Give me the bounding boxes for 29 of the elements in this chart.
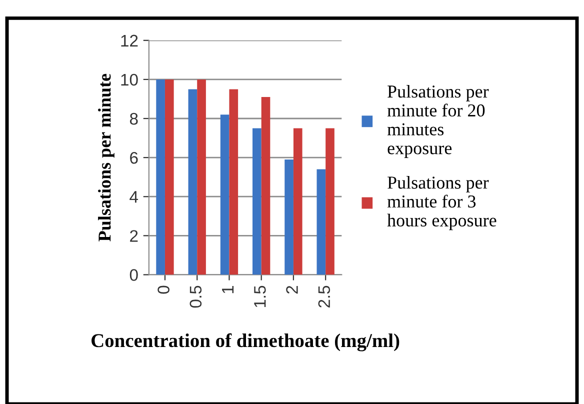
y-tick-label: 6 xyxy=(130,152,138,164)
bar xyxy=(326,128,334,275)
y-tick-label: 10 xyxy=(121,74,138,86)
bar xyxy=(164,79,174,275)
bar xyxy=(293,128,302,275)
x-tick-label: 1.5 xyxy=(254,286,266,308)
x-tick-label: 2 xyxy=(286,286,298,294)
y-tick-label: 2 xyxy=(130,230,138,242)
bar xyxy=(156,79,165,275)
y-tick-label: 4 xyxy=(130,191,138,203)
y-axis-title: Pulsations per minute xyxy=(98,74,114,242)
bar xyxy=(229,89,238,275)
bar xyxy=(284,160,294,275)
x-tick-label: 0 xyxy=(158,286,170,294)
legend-label: Pulsations per minute for 20 minutes exposure xyxy=(387,84,489,158)
legend-label: Pulsations per minute for 3 hours exposure xyxy=(387,176,496,230)
x-axis-title: Concentration of dimethoate (mg/ml) xyxy=(92,333,400,352)
bar xyxy=(220,114,230,275)
bar xyxy=(252,128,262,275)
bar xyxy=(261,97,270,275)
bar xyxy=(197,79,206,275)
y-tick-label: 0 xyxy=(130,269,138,281)
x-tick-label: 0.5 xyxy=(190,286,202,308)
bar xyxy=(188,89,198,275)
x-tick-label: 2.5 xyxy=(318,286,330,308)
x-tick-label: 1 xyxy=(222,286,234,294)
y-tick-label: 8 xyxy=(130,112,138,125)
y-tick-label: 12 xyxy=(121,34,138,46)
bar xyxy=(316,169,326,275)
